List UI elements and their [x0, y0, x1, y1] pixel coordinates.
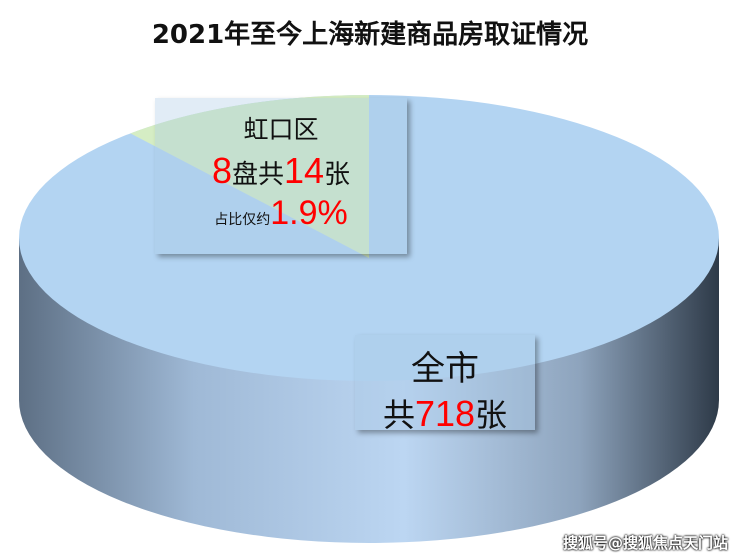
chart-title: 2021年至今上海新建商品房取证情况 [151, 20, 589, 50]
hongkou-share-prefix: 占比仅约 [214, 212, 271, 228]
hongkou-share: 1.9% [270, 194, 348, 232]
hongkou-projects-unit: 盘共 [231, 160, 284, 190]
city-total: 718 [414, 393, 476, 434]
city-name: 全市 [411, 349, 479, 389]
pie-slice-hongkou [130, 95, 369, 258]
hongkou-label: 虹口区 8盘共14张 占比仅约1.9% [155, 98, 407, 254]
watermark: 搜狐号@搜狐焦点天门站 [562, 534, 728, 552]
hongkou-certs-unit: 张 [324, 160, 351, 190]
hongkou-projects: 8 [211, 150, 232, 191]
city-label: 全市 共718张 [355, 335, 535, 434]
hongkou-name: 虹口区 [243, 115, 319, 144]
hongkou-certs: 14 [283, 150, 325, 191]
city-prefix: 共 [382, 396, 415, 434]
city-unit: 张 [475, 396, 508, 434]
